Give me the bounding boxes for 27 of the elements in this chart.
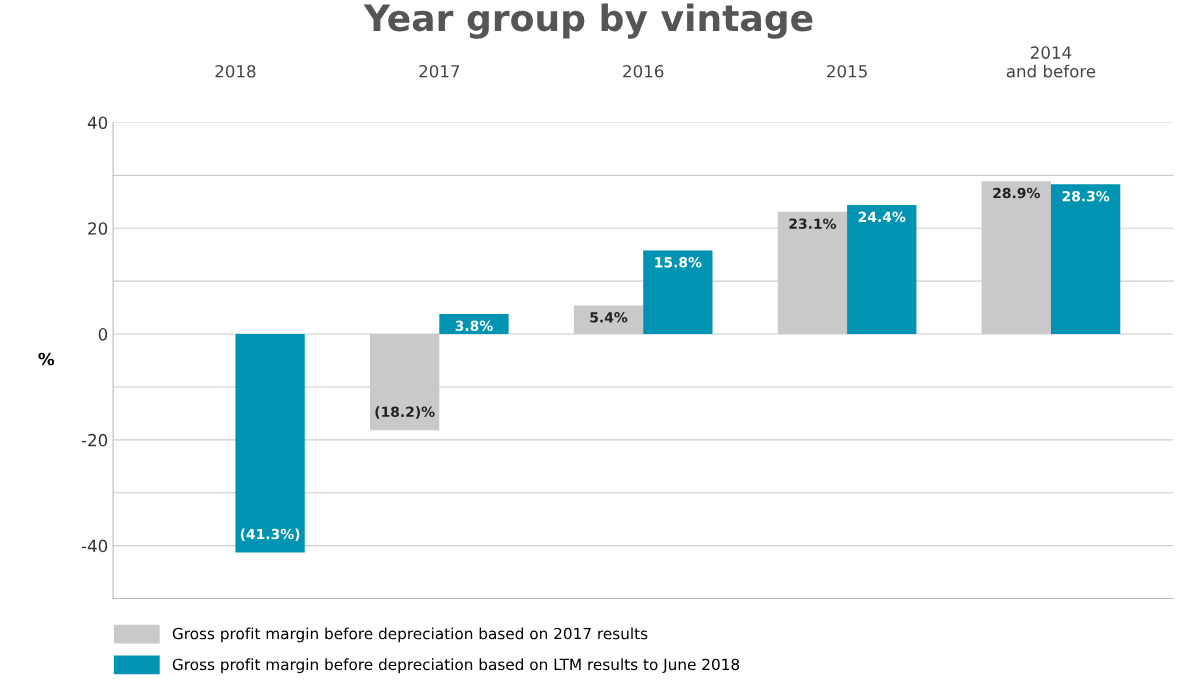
y-tick-label: 0 xyxy=(98,328,108,341)
x-tick-label: 2018 xyxy=(215,64,256,78)
y-tick-label: -20 xyxy=(81,433,108,447)
x-tick-label: 2014 and before xyxy=(1006,46,1096,78)
bar xyxy=(235,334,305,553)
data-label: 24.4% xyxy=(858,211,906,223)
data-label: 3.8% xyxy=(455,320,493,332)
y-tick-label: 40 xyxy=(87,116,108,130)
data-label: 28.3% xyxy=(1062,190,1110,202)
y-tick-label: -40 xyxy=(81,539,108,553)
data-label: (18.2)% xyxy=(375,406,435,419)
bar xyxy=(847,204,917,335)
legend-label: Gross profit margin before depreciation based on 2017 results xyxy=(172,627,648,643)
chart-title: Year group by vintage xyxy=(363,3,813,39)
x-tick-label: 2017 xyxy=(419,64,460,78)
bar xyxy=(643,250,713,335)
x-tick-label: 2015 xyxy=(827,64,867,78)
data-label: (41.3%) xyxy=(240,528,300,541)
y-axis-title: % xyxy=(38,352,55,366)
x-tick-label: 2016 xyxy=(623,64,664,78)
data-label: 15.8% xyxy=(655,257,702,268)
data-label: 5.4% xyxy=(590,312,628,323)
legend-label: Gross profit margin before depreciation based on LTM results to June 2018 xyxy=(172,658,740,674)
bar xyxy=(1050,184,1121,335)
data-label: 23.1% xyxy=(789,218,837,229)
data-label: 28.9% xyxy=(993,187,1040,199)
y-tick-label: 20 xyxy=(88,222,108,235)
